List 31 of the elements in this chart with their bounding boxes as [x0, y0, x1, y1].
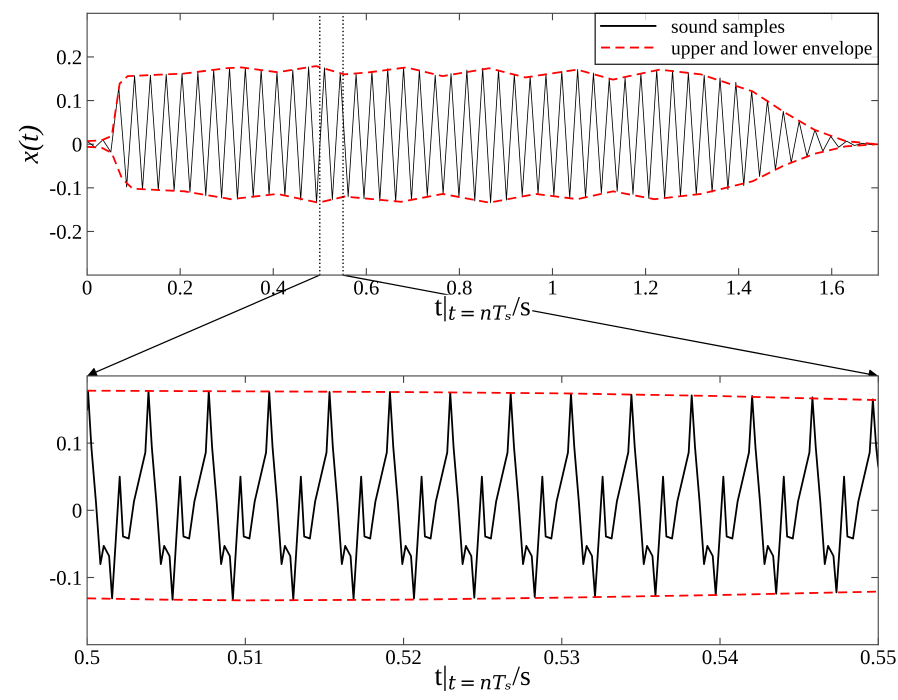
x-tick-label: 0.8 — [447, 280, 472, 295]
y-tick-label: 0.1 — [56, 94, 81, 108]
x-tick-label: 0.5 — [74, 650, 100, 664]
x-tick-label: 0 — [82, 280, 92, 295]
y-tick-label: -0.1 — [50, 570, 81, 586]
x-axis-title: t|$_{t=nTₛ}$/s — [434, 666, 530, 691]
x-tick-label: 0.55 — [860, 650, 896, 664]
x-tick-label: 1.6 — [820, 280, 844, 295]
y-tick-label: 0 — [72, 138, 82, 152]
y-tick-label: -0.2 — [50, 224, 82, 239]
x-tick-label: 0.6 — [354, 280, 379, 295]
legend-label: sound samples — [672, 19, 784, 37]
line-series — [87, 590, 878, 602]
legend-label: upper and lower envelope — [671, 40, 872, 59]
x-tick-label: 0.52 — [386, 650, 421, 664]
x-tick-label: 0.2 — [168, 280, 192, 295]
line-series — [87, 390, 878, 401]
y-tick-label: 0 — [72, 504, 82, 518]
x-tick-label: 0.4 — [261, 280, 286, 295]
x-tick-label: 1.4 — [727, 280, 752, 295]
x-tick-label: 0.53 — [544, 650, 580, 664]
y-tick-label: 0.1 — [56, 436, 81, 451]
y-tick-label: 0.2 — [56, 50, 82, 64]
x-tick-label: 1.2 — [634, 280, 658, 295]
x-axis-title: t|$_{t=nTₛ}$/s — [434, 296, 530, 322]
x-tick-label: 0.54 — [702, 650, 738, 664]
x-tick-label: 0.51 — [228, 650, 262, 664]
x-tick-label: 1 — [549, 280, 556, 294]
line-series — [87, 390, 878, 601]
y-tick-label: -0.1 — [50, 181, 81, 196]
y-axis-title: x(t) — [18, 126, 44, 164]
